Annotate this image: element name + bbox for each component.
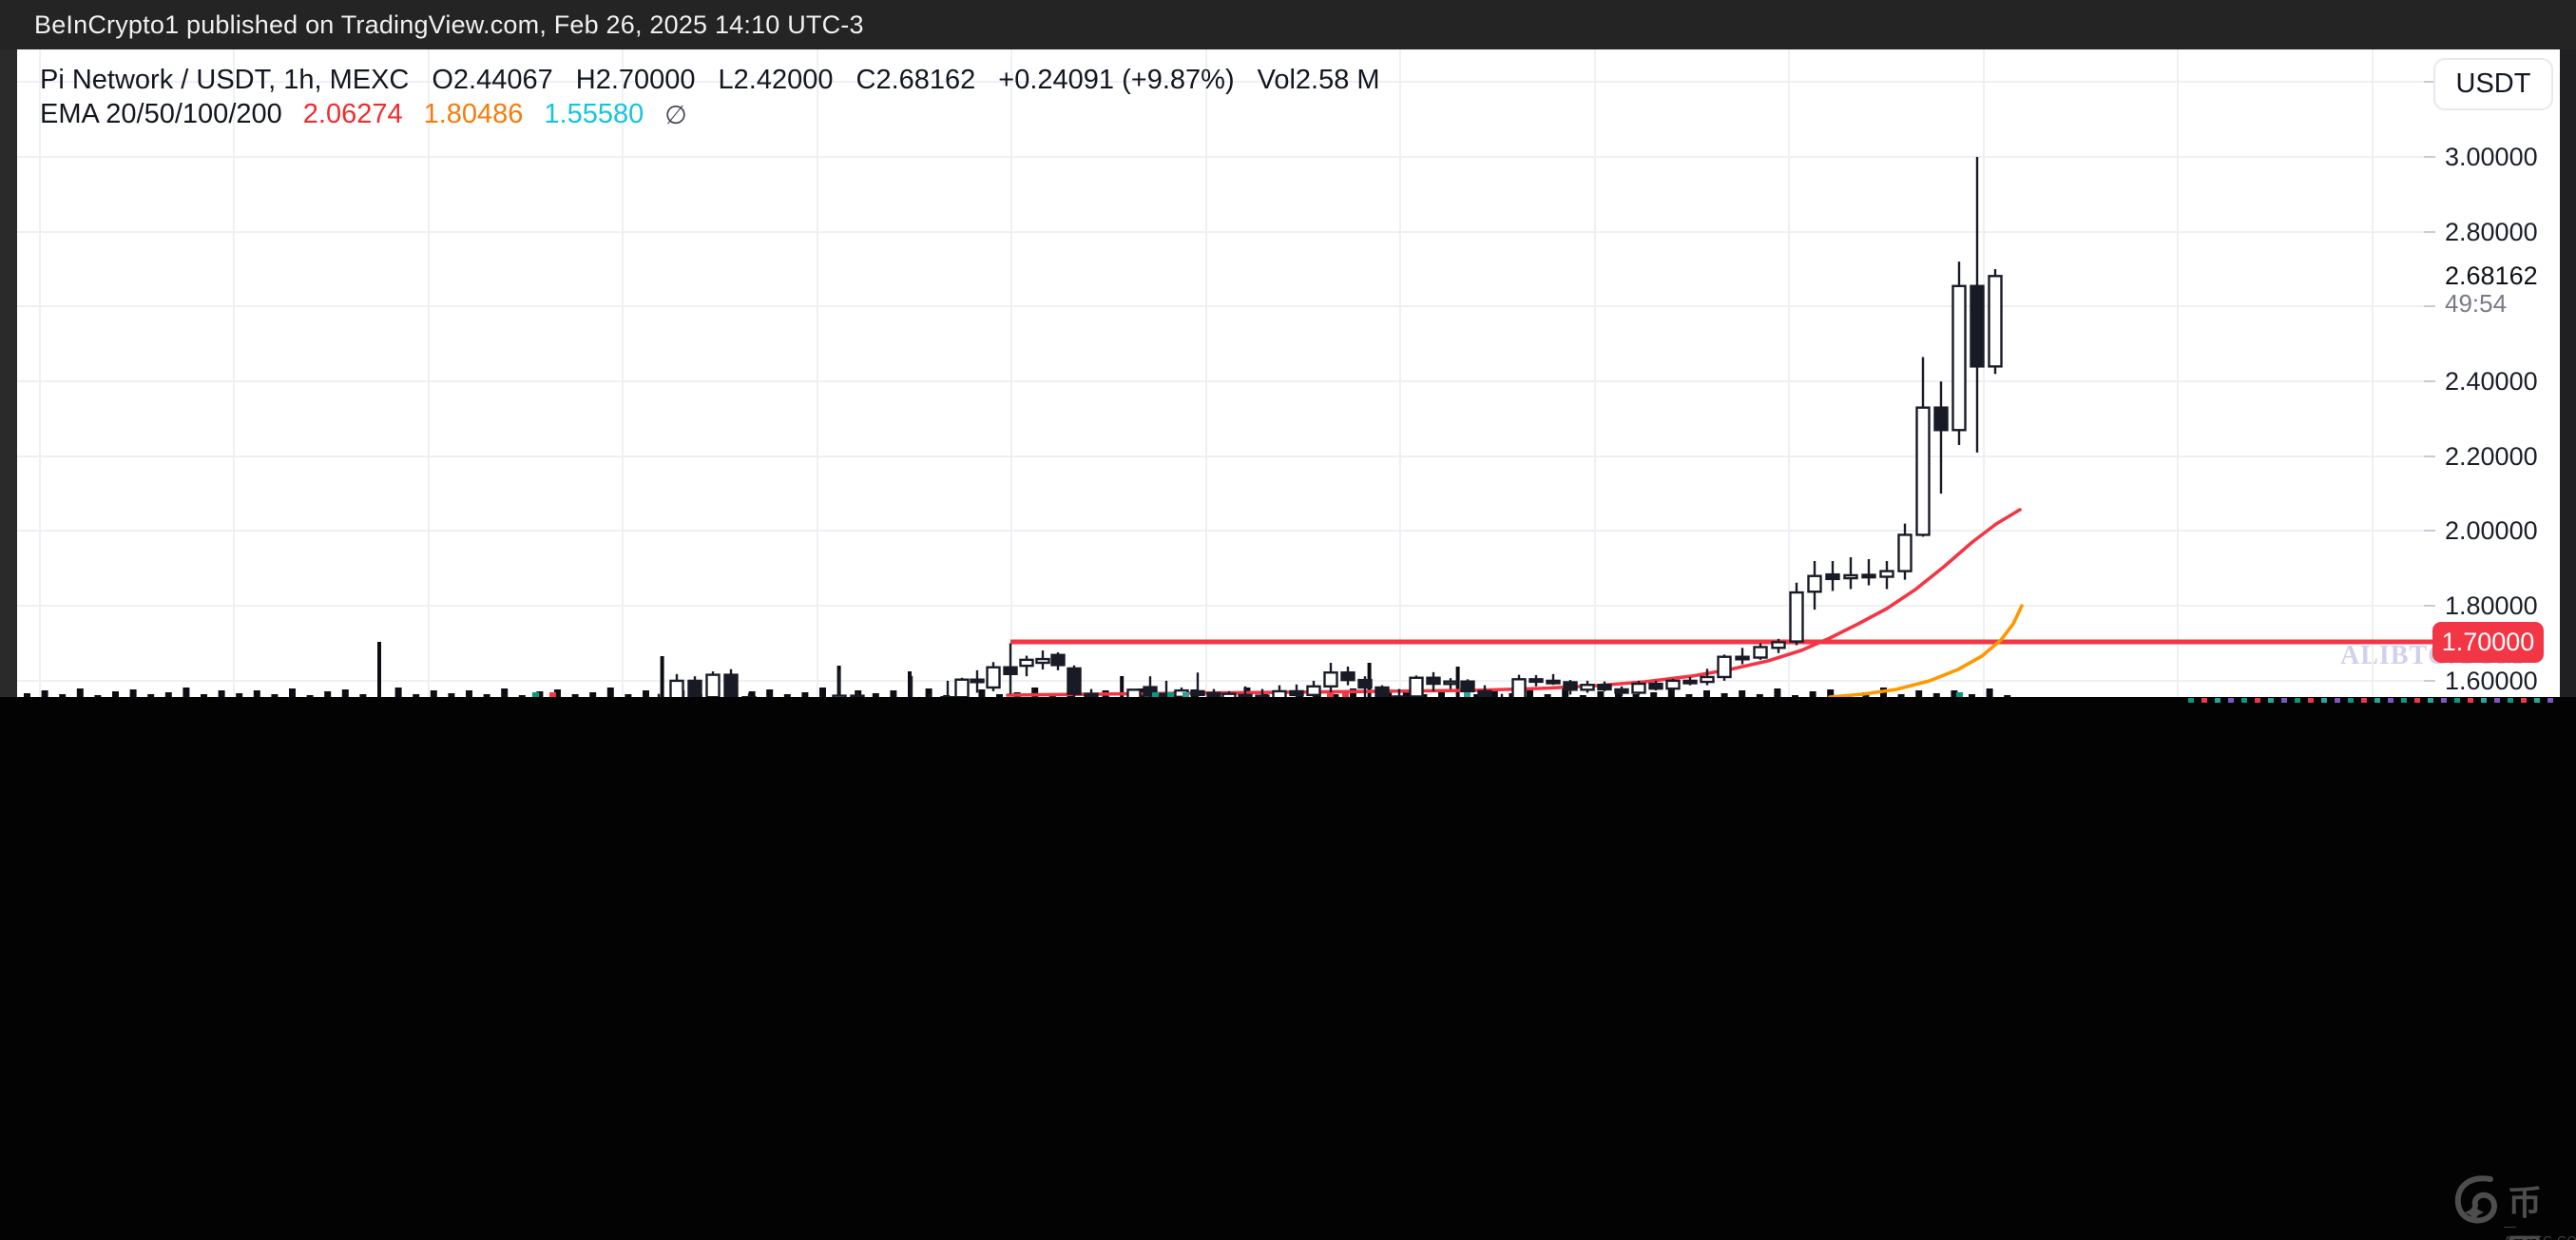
ema-hidden-icon[interactable]: ∅ — [664, 101, 687, 129]
price-axis-label: 1.80000 — [2445, 591, 2538, 620]
ohlc-change: +0.24091 (+9.87%) — [998, 65, 1235, 95]
ohlc-close: C2.68162 — [855, 65, 976, 95]
ema50-value: 1.80486 — [423, 99, 524, 129]
price-axis-label: 1.60000 — [2445, 667, 2538, 695]
ema-label: EMA 20/50/100/200 — [40, 99, 282, 129]
price-axis-label: 2.00000 — [2445, 516, 2538, 545]
logo-site-text: —ALIBTC.COM— — [2504, 1219, 2576, 1240]
ema20-value: 2.06274 — [302, 99, 403, 129]
attribution-text: BeInCrypto1 published on TradingView.com… — [34, 10, 864, 39]
ohlc-open: O2.44067 — [432, 65, 553, 95]
right-letterbox — [2560, 49, 2576, 697]
ohlc-volume: Vol2.58 M — [1257, 65, 1380, 95]
last-price-label: 2.68162 — [2445, 262, 2538, 290]
bar-countdown: 49:54 — [2445, 289, 2508, 318]
ema100-value: 1.55580 — [544, 99, 644, 129]
price-axis-label: 2.20000 — [2445, 442, 2538, 471]
left-letterbox — [0, 49, 17, 697]
alert-price-label[interactable]: 1.70000 — [2432, 622, 2544, 663]
attribution-bar: BeInCrypto1 published on TradingView.com… — [0, 0, 2576, 49]
bottom-letterbox — [0, 697, 2576, 1240]
candlestick-chart[interactable] — [17, 49, 2560, 697]
logo-chinese-text: 币圈网 — [2508, 1183, 2545, 1240]
price-axis-label: 2.80000 — [2445, 218, 2538, 246]
currency-toggle-button[interactable]: USDT — [2433, 58, 2553, 110]
swirl-logo-icon — [2454, 1175, 2497, 1224]
price-axis-label: 3.00000 — [2445, 143, 2538, 171]
chart-panel[interactable]: ALIBTC.COM — [17, 49, 2560, 697]
ohlc-low: L2.42000 — [718, 65, 834, 95]
price-axis[interactable]: 2.68162 49:54 1.70000 3.00000 2.80000 2.40… — [0, 0, 2576, 697]
volume-noise-row — [2188, 698, 2561, 703]
ema-legend[interactable]: EMA 20/50/100/200 2.06274 1.80486 1.5558… — [40, 99, 687, 130]
price-axis-label: 2.40000 — [2445, 367, 2538, 396]
symbol-title[interactable]: Pi Network / USDT, 1h, MEXC — [40, 65, 410, 95]
site-logo: 币圈网 —ALIBTC.COM— — [2449, 1168, 2576, 1240]
symbol-header: Pi Network / USDT, 1h, MEXC O2.44067 H2.… — [40, 65, 1380, 96]
ohlc-high: H2.70000 — [575, 65, 696, 95]
